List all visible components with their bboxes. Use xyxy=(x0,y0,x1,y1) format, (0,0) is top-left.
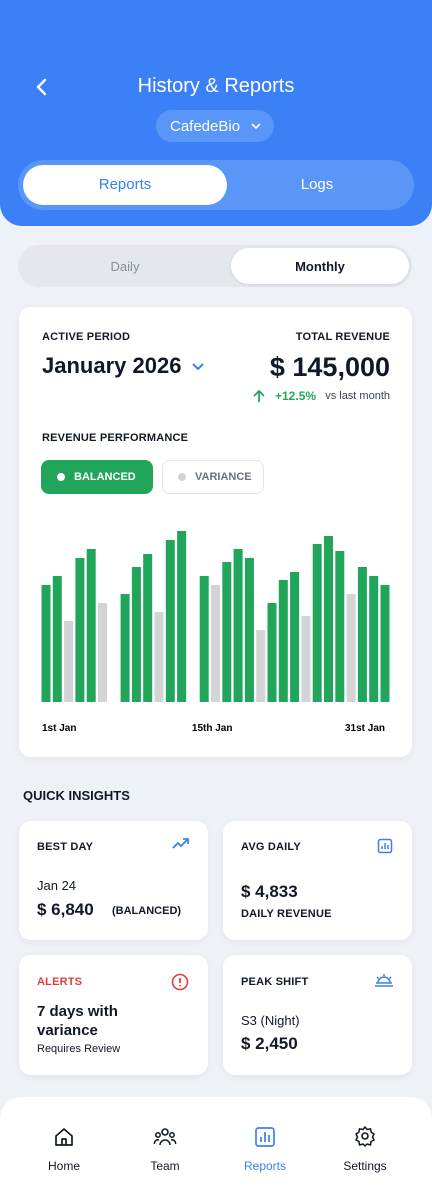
x-tick-label: 15th Jan xyxy=(192,723,233,734)
card-value: $ 4,833 xyxy=(241,882,298,901)
change: +12.5% xyxy=(275,389,317,403)
chart-title: REVENUE PERFORMANCE xyxy=(42,432,189,444)
bar xyxy=(64,621,74,702)
bar xyxy=(324,536,333,702)
nav-label[interactable]: Team xyxy=(150,1159,180,1173)
chevron xyxy=(192,363,204,371)
insight-card[interactable] xyxy=(223,821,412,940)
bar xyxy=(131,567,141,702)
bar xyxy=(278,580,288,702)
bar xyxy=(267,603,277,702)
bar xyxy=(86,549,96,702)
legend-label: VARIANCE xyxy=(195,471,252,483)
bar xyxy=(222,562,232,702)
period[interactable]: January 2026 xyxy=(42,353,182,378)
bar xyxy=(346,594,356,702)
tab-label[interactable]: Reports xyxy=(98,176,152,193)
bar xyxy=(98,603,107,702)
card-label: BEST DAY xyxy=(37,841,94,853)
card-value: 7 days with variance xyxy=(37,1003,118,1039)
total-revenue: $ 145,000 xyxy=(269,352,390,382)
bar xyxy=(41,585,51,702)
card-label: PEAK SHIFT xyxy=(241,976,309,988)
bar xyxy=(357,567,367,702)
bar xyxy=(52,576,62,702)
tab-label[interactable]: Logs xyxy=(300,176,334,193)
bar xyxy=(312,544,322,702)
insight-card[interactable] xyxy=(223,955,412,1075)
bar xyxy=(369,576,379,702)
nav-label[interactable]: Reports xyxy=(243,1159,287,1173)
bar xyxy=(380,585,390,702)
bar xyxy=(165,540,175,702)
bar xyxy=(290,572,300,702)
bar xyxy=(199,576,209,702)
bar-chart: 1st Jan 15th Jan 31st Jan xyxy=(41,531,390,734)
label: TOTAL REVENUE xyxy=(295,331,390,343)
chart-icon xyxy=(377,838,393,854)
bar xyxy=(120,594,130,702)
toggle-label[interactable]: Monthly xyxy=(295,259,345,274)
card-text: (BALANCED) xyxy=(112,905,182,917)
trend-icon xyxy=(172,838,189,849)
legend-label: BALANCED xyxy=(74,471,136,483)
bottom-nav xyxy=(0,1097,432,1197)
home-icon[interactable] xyxy=(53,1126,75,1148)
nav-label[interactable]: Settings xyxy=(343,1159,387,1173)
bar xyxy=(335,551,345,702)
card-text: Jan 24 xyxy=(37,878,77,893)
settings-icon[interactable] xyxy=(354,1125,376,1147)
bar xyxy=(211,585,220,702)
change-note: vs last month xyxy=(325,390,390,402)
card-text: DAILY REVENUE xyxy=(241,908,332,920)
legend-dot xyxy=(57,473,65,481)
team-icon[interactable] xyxy=(153,1126,177,1148)
bar xyxy=(143,554,153,702)
bar xyxy=(75,558,85,702)
card-value: $ 6,840 xyxy=(37,900,94,919)
account-name: CafedeBio xyxy=(170,118,241,135)
section-title: QUICK INSIGHTS xyxy=(23,788,130,803)
back-button[interactable] xyxy=(30,76,52,98)
up-arrow xyxy=(253,389,265,402)
label: ACTIVE PERIOD xyxy=(42,331,131,343)
bar xyxy=(301,616,311,702)
card-value: $ 2,450 xyxy=(241,1034,298,1053)
bar xyxy=(177,531,187,702)
alert-icon xyxy=(171,973,189,991)
x-tick-label: 31st Jan xyxy=(345,723,385,734)
reports-icon[interactable] xyxy=(254,1126,276,1148)
card-text: S3 (Night) xyxy=(241,1013,300,1028)
toggle-active[interactable] xyxy=(231,248,409,284)
toggle-label[interactable]: Daily xyxy=(110,259,140,274)
bar xyxy=(233,549,243,702)
nav-label[interactable]: Home xyxy=(47,1159,80,1173)
bar xyxy=(154,612,164,702)
card-label: AVG DAILY xyxy=(241,841,301,853)
insight-card[interactable] xyxy=(19,821,208,940)
x-tick-label: 1st Jan xyxy=(42,723,76,734)
bar xyxy=(244,558,254,702)
card-text: Requires Review xyxy=(37,1043,121,1055)
chevron xyxy=(251,123,261,130)
card-label: ALERTS xyxy=(37,976,83,988)
page-title: History & Reports xyxy=(137,75,295,97)
tab-active[interactable] xyxy=(23,165,227,205)
bar xyxy=(256,630,266,702)
legend-dot xyxy=(178,473,186,481)
shift-icon xyxy=(375,974,393,987)
